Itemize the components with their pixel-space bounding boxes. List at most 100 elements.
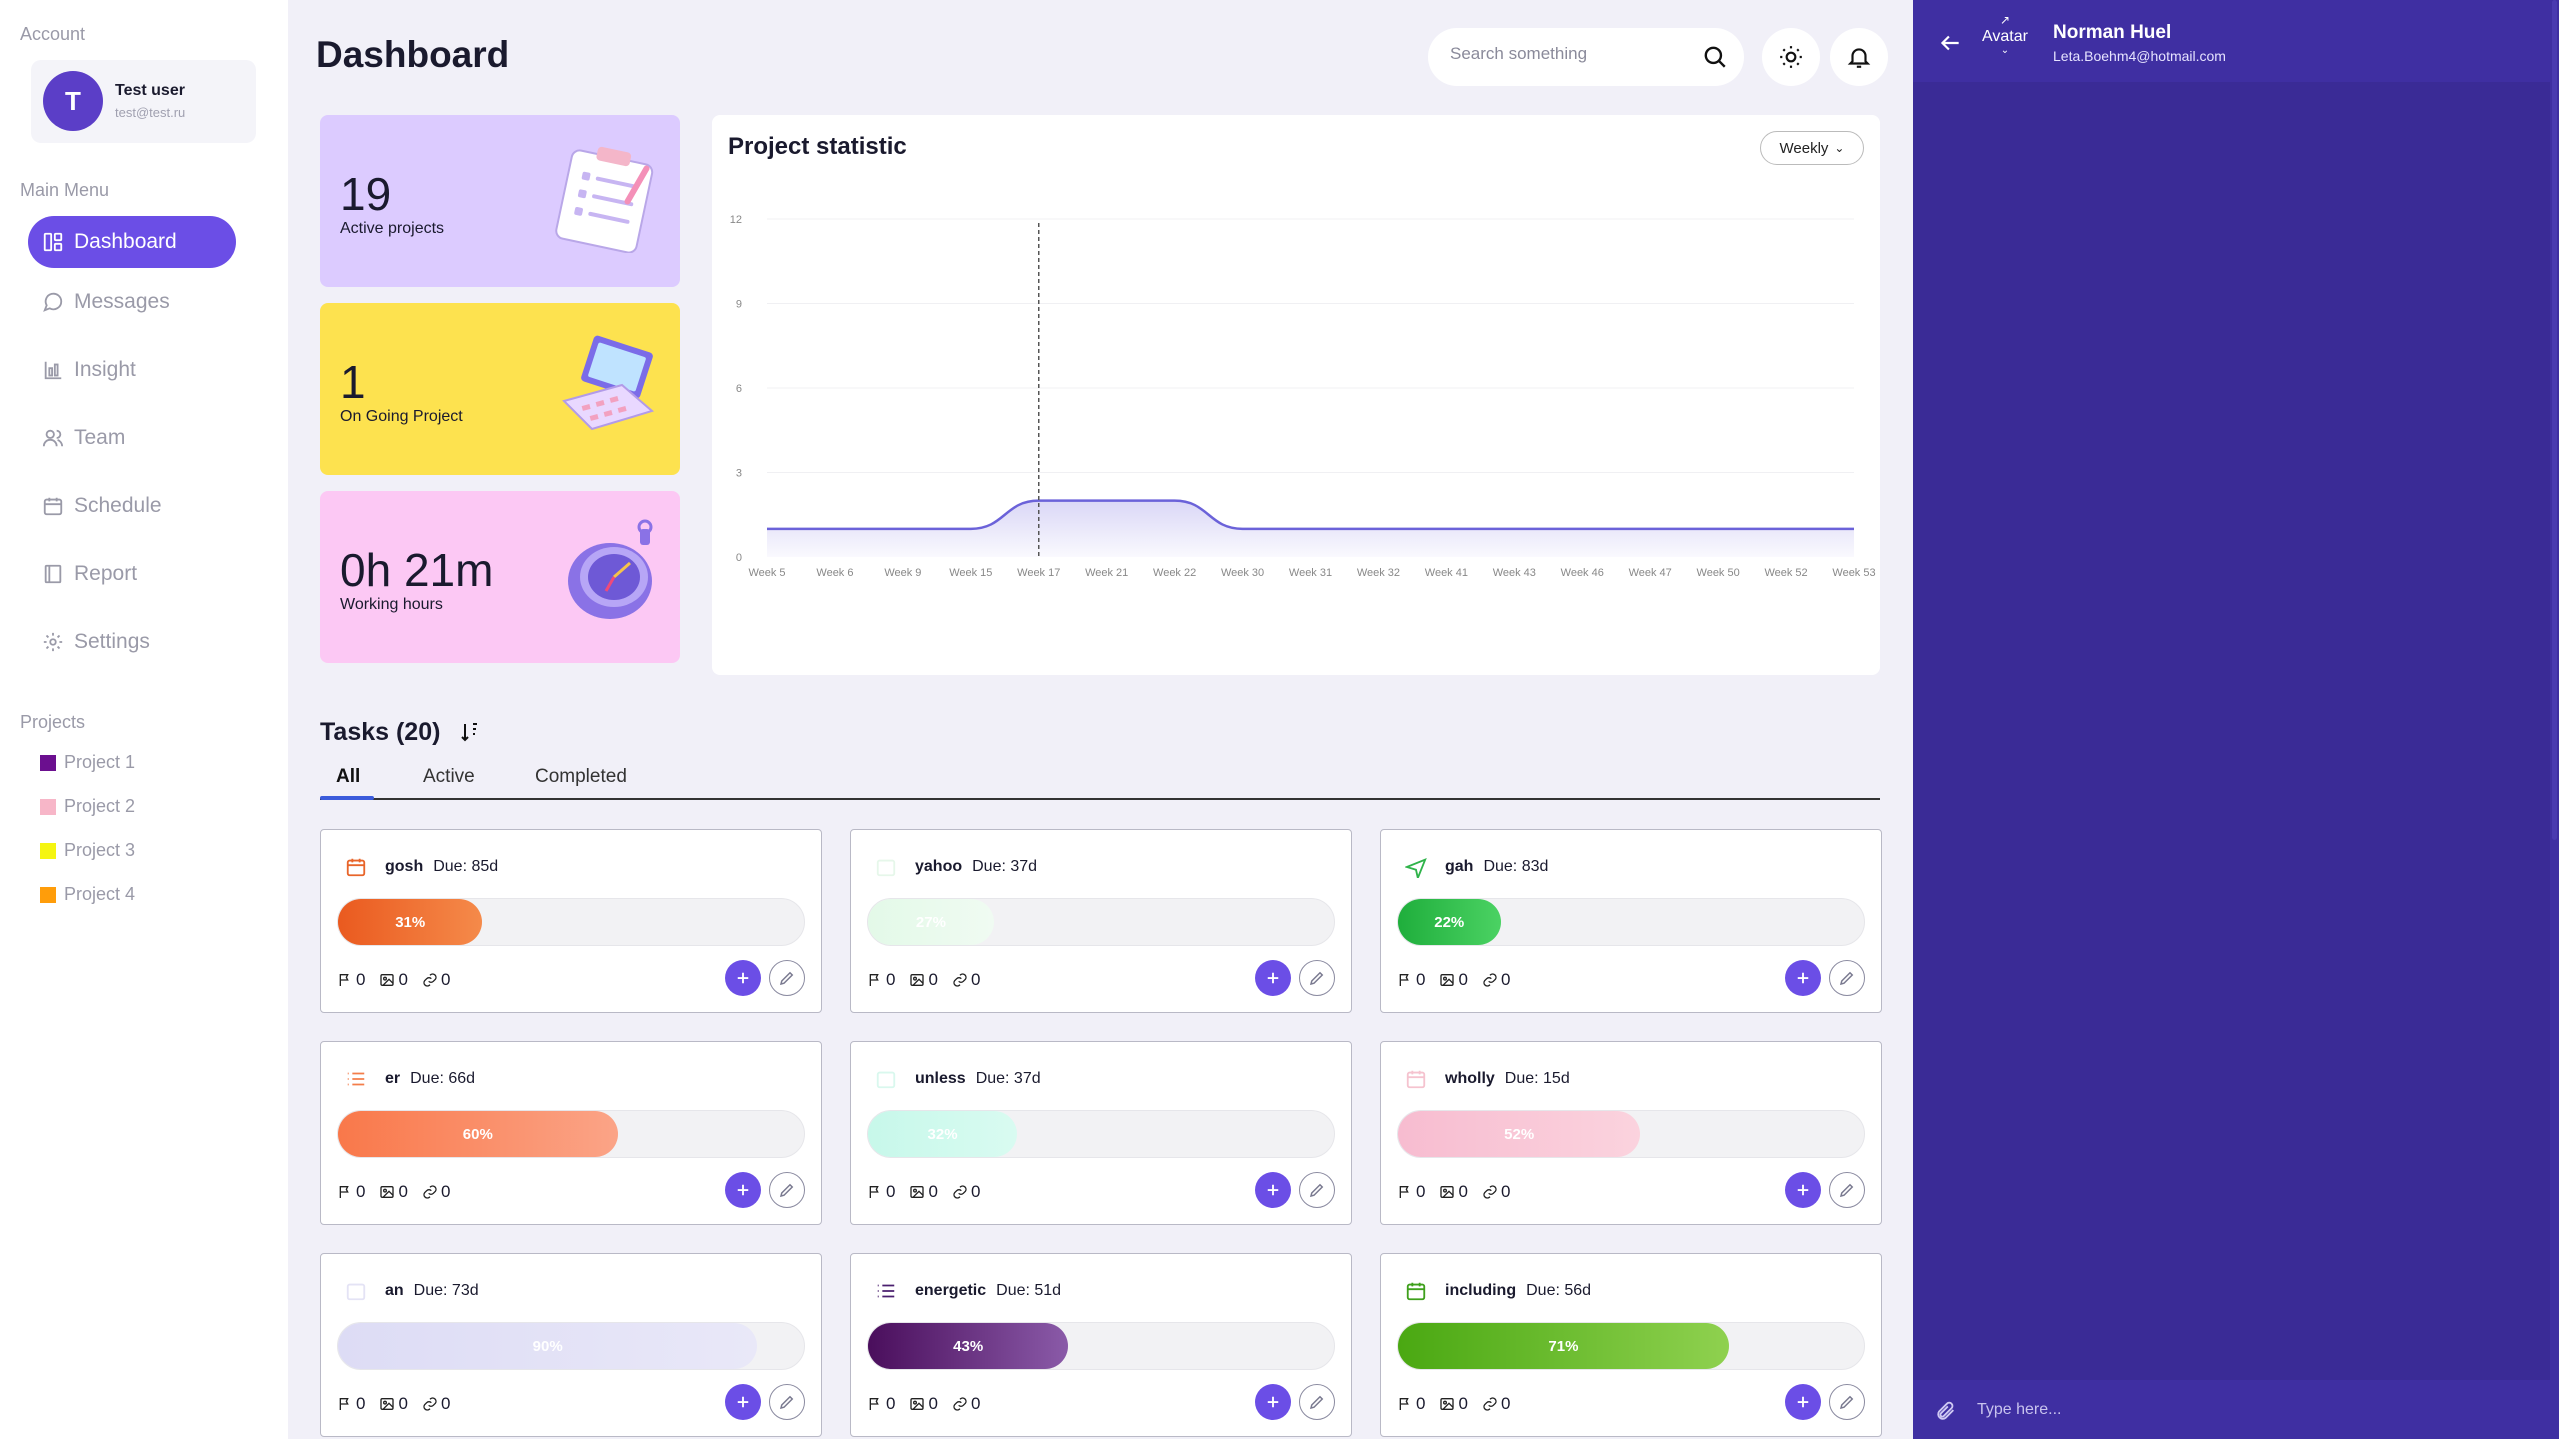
edit-task-button[interactable] bbox=[1829, 960, 1865, 996]
edit-task-button[interactable] bbox=[769, 960, 805, 996]
edit-task-button[interactable] bbox=[769, 1172, 805, 1208]
task-card[interactable]: gah Due: 83d 22% 0 0 0 bbox=[1380, 829, 1882, 1013]
chart-x-tick-label: Week 9 bbox=[884, 567, 921, 579]
stat-value: 19 bbox=[340, 168, 392, 220]
edit-task-button[interactable] bbox=[769, 1384, 805, 1420]
notifications-button[interactable] bbox=[1830, 28, 1888, 86]
add-subtask-button[interactable] bbox=[1785, 960, 1821, 996]
tab-active[interactable]: Active bbox=[423, 766, 475, 787]
back-arrow-icon[interactable] bbox=[1937, 30, 1963, 56]
add-subtask-button[interactable] bbox=[725, 1384, 761, 1420]
tab-completed[interactable]: Completed bbox=[535, 766, 627, 787]
edit-task-button[interactable] bbox=[1299, 1384, 1335, 1420]
user-card[interactable]: T Test user test@test.ru bbox=[31, 60, 256, 143]
task-name: gosh bbox=[385, 858, 424, 875]
task-meta: 0 0 0 bbox=[867, 970, 980, 990]
task-due: Due: 66d bbox=[410, 1070, 476, 1087]
theme-toggle-button[interactable] bbox=[1762, 28, 1820, 86]
chat-message-input[interactable] bbox=[1977, 1396, 2497, 1424]
edit-task-button[interactable] bbox=[1299, 960, 1335, 996]
task-progress-bar: 22% bbox=[1397, 898, 1865, 946]
stopwatch-illustration-icon bbox=[568, 519, 653, 619]
search-input[interactable] bbox=[1450, 44, 1690, 64]
sort-icon[interactable] bbox=[458, 720, 482, 744]
tabs-divider bbox=[320, 798, 1880, 800]
search-icon[interactable] bbox=[1702, 44, 1728, 70]
stat-label: On Going Project bbox=[340, 408, 463, 425]
chart-x-tick-label: Week 50 bbox=[1697, 567, 1740, 579]
sidebar-item-dashboard[interactable]: Dashboard bbox=[28, 216, 236, 268]
blank-icon bbox=[345, 1280, 367, 1302]
add-subtask-button[interactable] bbox=[725, 960, 761, 996]
attachment-icon[interactable] bbox=[1935, 1400, 1957, 1422]
sidebar-item-messages[interactable]: Messages bbox=[28, 276, 236, 328]
chart-y-tick-label: 6 bbox=[736, 383, 742, 395]
edit-task-button[interactable] bbox=[1299, 1172, 1335, 1208]
calendar-icon bbox=[43, 497, 63, 516]
scrollbar-thumb[interactable] bbox=[2552, 0, 2557, 840]
add-subtask-button[interactable] bbox=[1255, 1384, 1291, 1420]
image-icon bbox=[910, 1186, 925, 1198]
sidebar-project-4[interactable]: Project 4 bbox=[40, 884, 135, 905]
image-icon bbox=[380, 1398, 395, 1410]
link-icon bbox=[423, 1185, 437, 1199]
link-icon bbox=[1483, 1397, 1497, 1411]
sidebar-item-settings[interactable]: Settings bbox=[28, 616, 236, 668]
task-progress-bar: 90% bbox=[337, 1322, 805, 1370]
tab-all[interactable]: All bbox=[336, 766, 361, 787]
task-card[interactable]: wholly Due: 15d 52% 0 0 0 bbox=[1380, 1041, 1882, 1225]
task-title: energetic Due: 51d bbox=[915, 1282, 1061, 1300]
edit-task-button[interactable] bbox=[1829, 1172, 1865, 1208]
chart-x-tick-label: Week 5 bbox=[748, 567, 785, 579]
edit-task-button[interactable] bbox=[1829, 1384, 1865, 1420]
add-subtask-button[interactable] bbox=[1255, 960, 1291, 996]
task-name: energetic bbox=[915, 1282, 987, 1299]
sidebar-item-schedule[interactable]: Schedule bbox=[28, 480, 236, 532]
chat-contact-name: Norman Huel bbox=[2053, 22, 2172, 43]
sidebar-project-2[interactable]: Project 2 bbox=[40, 796, 135, 817]
chat-panel: ↗ Avatar ⌄ Norman Huel Leta.Boehm4@hotma… bbox=[1913, 0, 2559, 1439]
task-card[interactable]: yahoo Due: 37d 27% 0 0 0 bbox=[850, 829, 1352, 1013]
task-card[interactable]: an Due: 73d 90% 0 0 0 bbox=[320, 1253, 822, 1437]
sidebar-project-3[interactable]: Project 3 bbox=[40, 840, 135, 861]
task-links: 0 bbox=[1482, 970, 1510, 990]
pencil-icon bbox=[1309, 1183, 1324, 1198]
add-subtask-button[interactable] bbox=[725, 1172, 761, 1208]
projects-label: Projects bbox=[20, 712, 86, 732]
chart-y-tick-label: 12 bbox=[730, 214, 742, 226]
flag-icon bbox=[869, 1186, 879, 1198]
image-icon bbox=[380, 974, 395, 986]
add-subtask-button[interactable] bbox=[1785, 1384, 1821, 1420]
task-links: 0 bbox=[1482, 1394, 1510, 1414]
task-card[interactable]: energetic Due: 51d 43% 0 0 0 bbox=[850, 1253, 1352, 1437]
sidebar-item-label: Dashboard bbox=[74, 230, 177, 253]
task-comments: 0 bbox=[337, 1182, 365, 1202]
sidebar-item-insight[interactable]: Insight bbox=[28, 344, 236, 396]
task-progress-fill: 90% bbox=[338, 1323, 758, 1369]
task-card[interactable]: gosh Due: 85d 31% 0 0 0 bbox=[320, 829, 822, 1013]
add-subtask-button[interactable] bbox=[1255, 1172, 1291, 1208]
task-meta: 0 0 0 bbox=[337, 970, 450, 990]
task-card[interactable]: unless Due: 37d 32% 0 0 0 bbox=[850, 1041, 1352, 1225]
project-statistic-chart: 0 3 6 9 12 Week 5 Week 6 Week 9 Week 15 Week 17 We… bbox=[730, 214, 1876, 579]
task-card[interactable]: er Due: 66d 60% 0 0 0 bbox=[320, 1041, 822, 1225]
task-meta: 0 0 0 bbox=[867, 1394, 980, 1414]
task-card[interactable]: including Due: 56d 71% 0 0 0 bbox=[1380, 1253, 1882, 1437]
flag-icon bbox=[339, 1186, 349, 1198]
sun-icon bbox=[1780, 46, 1802, 68]
task-title: yahoo Due: 37d bbox=[915, 858, 1037, 876]
task-progress-fill: 31% bbox=[338, 899, 483, 945]
sidebar-item-report[interactable]: Report bbox=[28, 548, 236, 600]
list-icon bbox=[875, 1280, 897, 1302]
image-icon bbox=[1440, 1398, 1455, 1410]
chart-x-tick-label: Week 53 bbox=[1832, 567, 1875, 579]
task-meta: 0 0 0 bbox=[867, 1182, 980, 1202]
task-meta: 0 0 0 bbox=[1397, 970, 1510, 990]
search-box[interactable] bbox=[1428, 28, 1744, 86]
sidebar-item-team[interactable]: Team bbox=[28, 412, 236, 464]
add-subtask-button[interactable] bbox=[1785, 1172, 1821, 1208]
project-color-swatch bbox=[40, 798, 56, 815]
period-select[interactable]: Weekly ⌄ bbox=[1760, 131, 1864, 165]
sidebar-project-1[interactable]: Project 1 bbox=[40, 752, 135, 773]
flag-icon bbox=[339, 1398, 349, 1410]
